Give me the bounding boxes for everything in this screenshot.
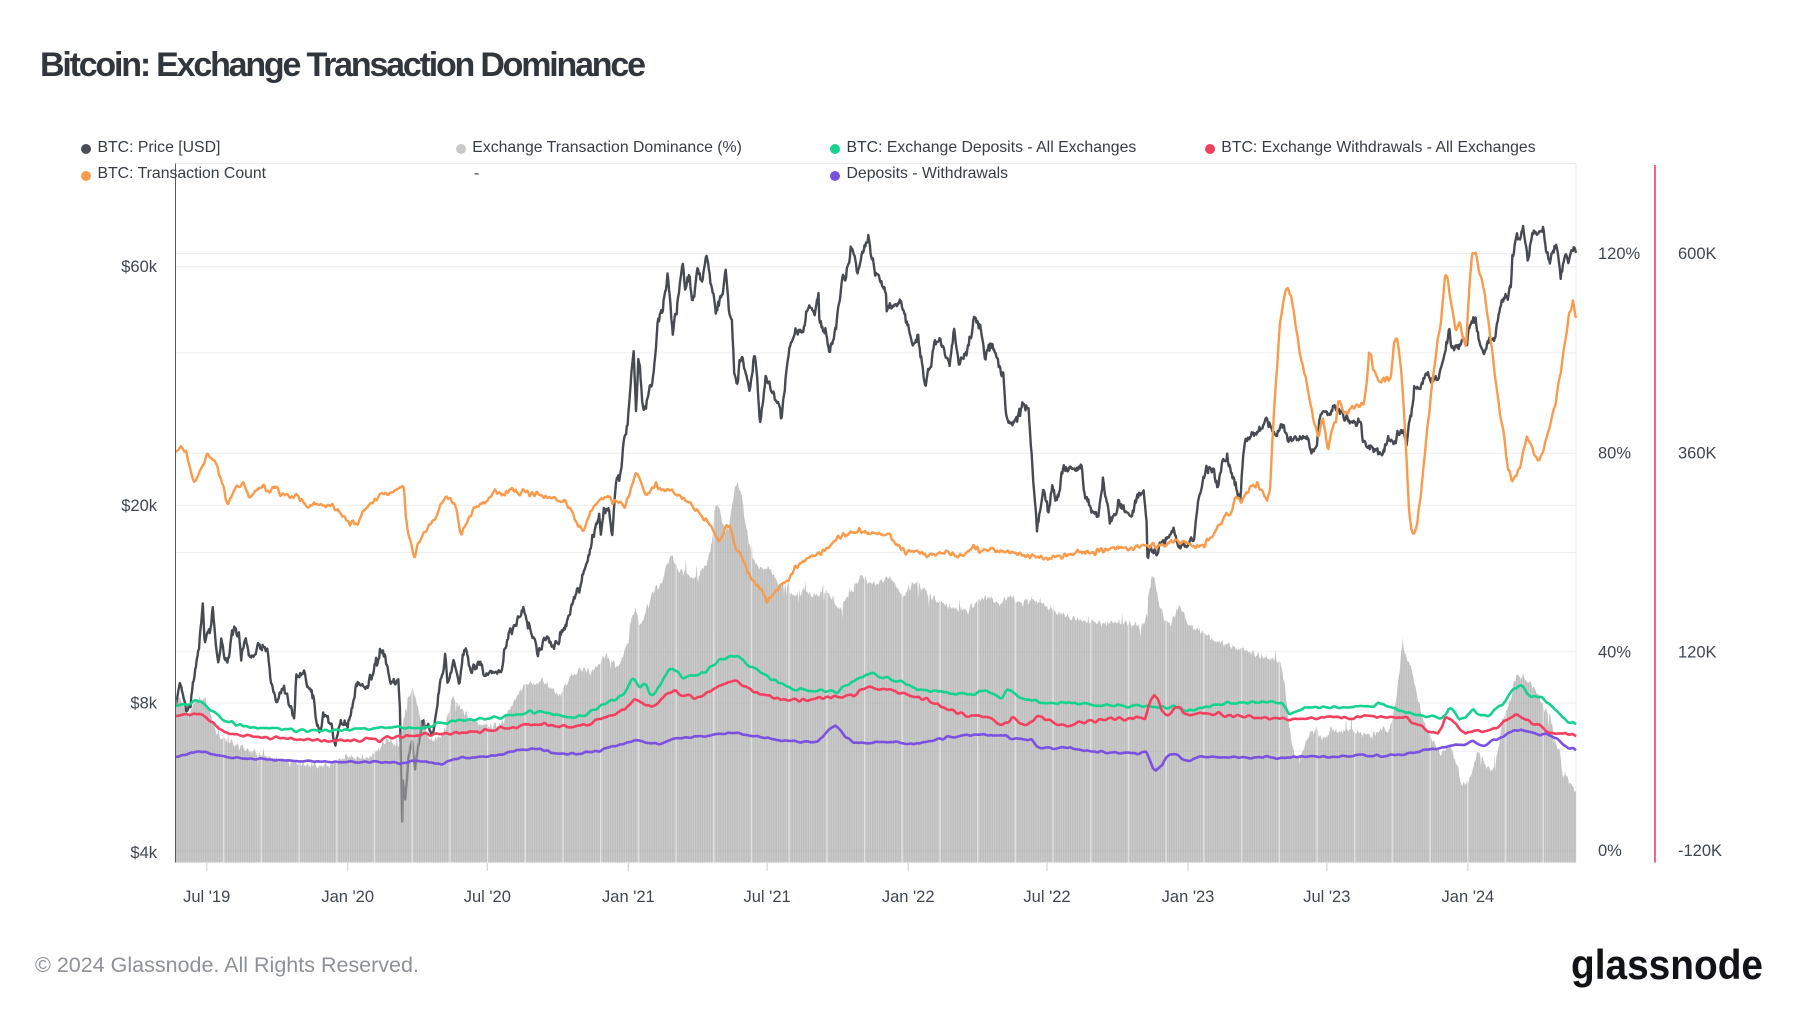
svg-text:Jan '22: Jan '22 bbox=[882, 888, 935, 906]
svg-text:Jul '20: Jul '20 bbox=[464, 888, 511, 906]
svg-text:80%: 80% bbox=[1598, 445, 1631, 463]
svg-text:-120K: -120K bbox=[1678, 842, 1722, 860]
svg-text:Jan '21: Jan '21 bbox=[602, 888, 655, 906]
svg-text:120K: 120K bbox=[1678, 643, 1717, 661]
svg-text:Jul '22: Jul '22 bbox=[1023, 888, 1070, 906]
svg-text:360K: 360K bbox=[1678, 445, 1717, 463]
svg-text:Jan '23: Jan '23 bbox=[1162, 888, 1215, 906]
svg-text:$20k: $20k bbox=[121, 497, 158, 515]
svg-text:Jul '21: Jul '21 bbox=[744, 888, 791, 906]
svg-text:Jan '24: Jan '24 bbox=[1442, 888, 1495, 906]
svg-text:Jul '19: Jul '19 bbox=[183, 888, 230, 906]
svg-text:glassnode: glassnode bbox=[1571, 941, 1763, 988]
svg-text:Jan '20: Jan '20 bbox=[321, 888, 374, 906]
svg-text:0%: 0% bbox=[1598, 842, 1622, 860]
svg-text:120%: 120% bbox=[1598, 245, 1641, 263]
svg-text:$60k: $60k bbox=[121, 258, 158, 276]
svg-text:Jul '23: Jul '23 bbox=[1303, 888, 1350, 906]
svg-text:600K: 600K bbox=[1678, 245, 1717, 263]
svg-text:40%: 40% bbox=[1598, 643, 1631, 661]
svg-text:$8k: $8k bbox=[130, 695, 157, 713]
svg-text:$4k: $4k bbox=[130, 844, 157, 862]
